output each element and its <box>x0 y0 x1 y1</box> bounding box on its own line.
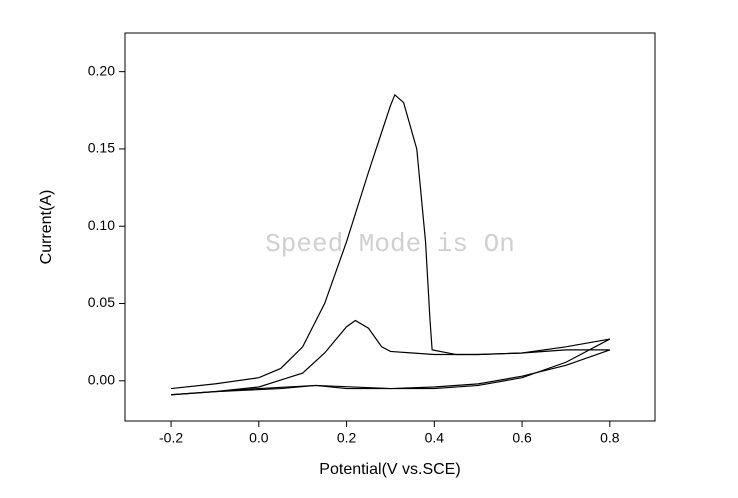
x-tick-label: 0.4 <box>425 430 445 446</box>
watermark: Speed Mode is On <box>265 229 515 259</box>
y-tick-label: 0.15 <box>88 140 115 156</box>
x-tick-label: 0.6 <box>512 430 532 446</box>
y-tick-label: 0.05 <box>88 294 115 310</box>
plot-frame <box>124 32 656 422</box>
y-tick-label: 0.00 <box>88 372 115 388</box>
x-tick-label: 0.0 <box>249 430 269 446</box>
x-tick-label: -0.2 <box>159 430 183 446</box>
x-tick-label: 0.8 <box>600 430 620 446</box>
y-tick-label: 0.10 <box>88 217 115 233</box>
data-line <box>171 319 611 396</box>
x-tick-label: 0.2 <box>337 430 357 446</box>
y-tick-label: 0.20 <box>88 62 115 78</box>
y-axis-label: Current(A) <box>38 190 55 265</box>
x-axis-label: Potential(V vs.SCE) <box>319 461 460 478</box>
